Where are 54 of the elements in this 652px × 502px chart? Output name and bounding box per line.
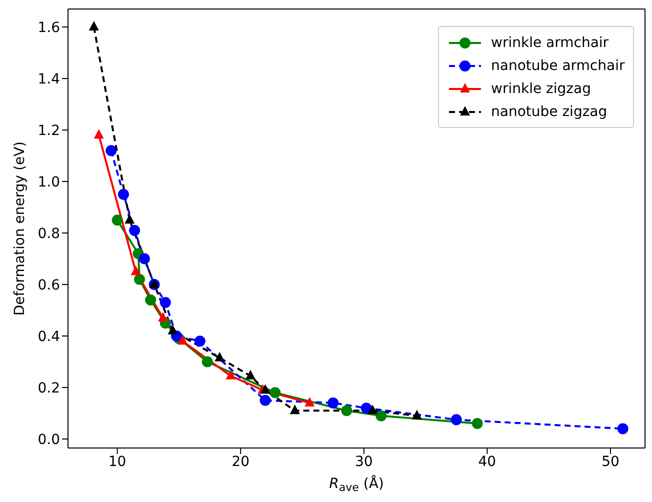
point bbox=[290, 404, 300, 414]
point bbox=[106, 145, 117, 156]
point bbox=[168, 324, 178, 334]
point bbox=[304, 396, 315, 406]
point bbox=[160, 297, 171, 308]
y-tick-label: 0.6 bbox=[38, 277, 60, 294]
point bbox=[129, 224, 140, 236]
y-tick-label: 1.4 bbox=[38, 71, 60, 88]
x-tick-label: 20 bbox=[232, 454, 250, 470]
point bbox=[341, 405, 352, 416]
x-axis-title: R$_{ave}$ (Å) bbox=[329, 475, 384, 494]
point bbox=[158, 312, 168, 322]
x-tick-label: 50 bbox=[602, 454, 620, 470]
point bbox=[368, 404, 378, 414]
x-tick-label: 10 bbox=[108, 454, 126, 470]
point bbox=[124, 214, 135, 224]
point bbox=[450, 414, 462, 426]
point bbox=[328, 397, 339, 408]
point bbox=[260, 394, 271, 406]
x-tick-label: 40 bbox=[478, 454, 496, 470]
y-tick-label: 1.0 bbox=[38, 174, 60, 190]
point bbox=[270, 387, 281, 398]
y-tick-label: 0.2 bbox=[38, 380, 60, 396]
legend-label: wrinkle zigzag bbox=[491, 80, 591, 96]
point bbox=[138, 253, 150, 264]
y-tick-label: 0.0 bbox=[38, 432, 60, 448]
y-axis-title: Deformation energy (eV) bbox=[12, 141, 28, 316]
point bbox=[202, 356, 213, 368]
point bbox=[130, 266, 141, 276]
point bbox=[260, 384, 270, 394]
legend-label: nanotube zigzag bbox=[491, 104, 608, 120]
point bbox=[472, 418, 483, 430]
point bbox=[94, 129, 104, 139]
point bbox=[88, 21, 99, 31]
point bbox=[376, 410, 387, 422]
point bbox=[214, 352, 225, 362]
y-tick-label: 1.2 bbox=[38, 122, 60, 139]
point bbox=[412, 410, 422, 420]
point bbox=[617, 423, 628, 434]
y-tick-label: 0.8 bbox=[38, 226, 60, 242]
y-tick-label: 1.6 bbox=[38, 20, 60, 36]
point bbox=[245, 370, 256, 380]
point bbox=[112, 214, 123, 226]
point bbox=[194, 336, 206, 347]
legend-label: wrinkle armchair bbox=[491, 34, 609, 50]
point bbox=[226, 370, 236, 380]
point bbox=[118, 188, 129, 200]
legend-label: nanotube armchair bbox=[491, 58, 625, 74]
point bbox=[145, 294, 156, 306]
y-tick-label: 0.4 bbox=[38, 328, 60, 345]
point bbox=[360, 402, 372, 414]
point bbox=[178, 335, 188, 345]
x-tick-label: 30 bbox=[354, 454, 373, 470]
point bbox=[134, 274, 146, 285]
